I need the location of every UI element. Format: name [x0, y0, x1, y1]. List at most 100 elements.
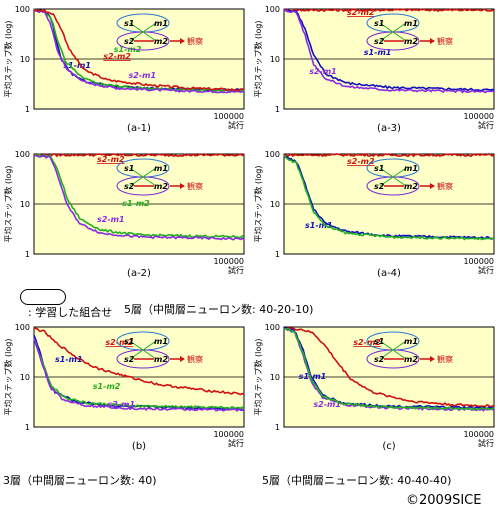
- x-axis-label: 試行: [478, 120, 494, 130]
- series-line-s2-m2: [283, 8, 495, 13]
- series-line-s1-m2: [33, 337, 245, 410]
- y-tick-label: 100: [265, 323, 280, 332]
- series-line-s2-m1: [33, 9, 245, 94]
- diagram-output-label: 観察: [437, 36, 453, 46]
- diagram-node-s1: s1: [124, 19, 134, 28]
- x-axis-label: 試行: [228, 438, 244, 448]
- y-tick-label: 1: [275, 423, 280, 432]
- series-label-s1-m1: s1-m1: [55, 355, 83, 364]
- y-tick-label: 1: [25, 105, 30, 114]
- series-label-s2-m2: s2-m2: [347, 157, 375, 166]
- y-tick-label: 10: [20, 373, 30, 382]
- y-tick-label: 100: [15, 150, 30, 159]
- learned-combination-oval: [20, 289, 66, 305]
- diagram-node-s2: s2: [374, 37, 385, 46]
- diagram-node-m1: m1: [404, 19, 418, 28]
- series-label-s2-m2: s2-m2: [347, 8, 375, 17]
- series-line-s2-m1: [283, 8, 494, 94]
- copyright: ©2009SICE: [406, 493, 482, 508]
- diagram-node-s2: s2: [124, 37, 135, 46]
- series-line-s1-m1: [283, 155, 495, 240]
- caption-five-layer-c: 5層（中間層ニューロン数: 40-40-40): [262, 474, 452, 487]
- diagram-node-m1: m1: [404, 337, 418, 346]
- y-tick-label: 100: [15, 5, 30, 14]
- diagram-node-m2: m2: [404, 37, 418, 46]
- diagram-output-label: 観察: [187, 354, 203, 364]
- diagram-node-m1: m1: [154, 164, 168, 173]
- series-label-s1-m1: s1-m1: [299, 372, 327, 381]
- diagram-output-label: 観察: [437, 354, 453, 364]
- diagram-node-s1: s1: [124, 337, 134, 346]
- x-tick-label: 100000: [463, 112, 494, 121]
- y-tick-label: 100: [265, 5, 280, 14]
- diagram-node-s2: s2: [374, 182, 385, 191]
- panel-label: (a-4): [377, 268, 401, 279]
- series-label-s2-m2: s2-m2: [97, 155, 125, 164]
- series-label-s1-m1: s1-m1: [364, 48, 392, 57]
- y-tick-label: 10: [20, 200, 30, 209]
- y-tick-label: 1: [25, 423, 30, 432]
- panel-label: (b): [132, 441, 146, 452]
- series-line-s2-m2: [283, 152, 495, 158]
- x-tick-label: 100000: [463, 257, 494, 266]
- combination-diagram: s1 m1 s2 m2 観察: [116, 331, 203, 369]
- combination-diagram: s1 m1 s2 m2 観察: [366, 331, 453, 369]
- diagram-node-m2: m2: [404, 182, 418, 191]
- y-tick-label: 10: [270, 373, 280, 382]
- series-label-s2-m2: s2-m2: [103, 52, 131, 61]
- series-line-s1-m2: [283, 154, 495, 241]
- caption-five-layer-a: 5層（中間層ニューロン数: 40-20-10): [124, 303, 314, 316]
- legend-note: : 学習した組合せ: [28, 306, 113, 319]
- series-line-s1-m1: [283, 8, 495, 92]
- diagram-node-s2: s2: [124, 182, 135, 191]
- y-tick-label: 10: [270, 200, 280, 209]
- series-label-s2-m1: s2-m1: [309, 67, 337, 76]
- diagram-node-m2: m2: [154, 37, 168, 46]
- series-line-s2-m2: [33, 8, 245, 92]
- series-line-s2-m2: [283, 326, 495, 409]
- x-axis-label: 試行: [478, 265, 494, 275]
- series-label-s1-m1: s1-m1: [63, 61, 91, 70]
- y-axis-label: 平均ステップ数 (log): [253, 21, 263, 98]
- series-label-s2-m1: s2-m1: [108, 400, 136, 409]
- panel-label: (a-2): [127, 268, 151, 279]
- y-tick-label: 100: [15, 323, 30, 332]
- diagram-node-s1: s1: [374, 19, 384, 28]
- y-tick-label: 1: [275, 105, 280, 114]
- series-label-s1-m2: s1-m2: [114, 45, 142, 54]
- diagram-node-m1: m1: [404, 164, 418, 173]
- series-line-s1-m2: [283, 327, 495, 411]
- panel-label: (a-1): [127, 123, 151, 134]
- caption-three-layer-b: 3層（中間層ニューロン数: 40): [3, 474, 157, 487]
- x-axis-label: 試行: [228, 265, 244, 275]
- y-axis-label: 平均ステップ数 (log): [3, 339, 13, 416]
- y-axis-label: 平均ステップ数 (log): [253, 166, 263, 243]
- diagram-node-m1: m1: [154, 337, 168, 346]
- y-axis-label: 平均ステップ数 (log): [253, 339, 263, 416]
- combination-diagram: s1 m1 s2 m2 観察: [366, 158, 453, 196]
- diagram-node-m2: m2: [154, 182, 168, 191]
- combination-diagram: s1 m1 s2 m2 観察: [366, 13, 453, 51]
- series-label-s2-m1: s2-m1: [313, 400, 341, 409]
- y-tick-label: 100: [265, 150, 280, 159]
- series-line-s2-m2: [33, 326, 245, 396]
- diagram-node-s1: s1: [374, 337, 384, 346]
- combination-diagram: s1 m1 s2 m2 観察: [116, 158, 203, 196]
- diagram-node-s2: s2: [124, 355, 135, 364]
- series-label-s2-m2: s2-m2: [105, 338, 133, 347]
- series-label-s1-m1: s1-m1: [305, 221, 333, 230]
- series-line-s1-m2: [33, 153, 245, 239]
- series-label-s2-m1: s2-m1: [97, 215, 125, 224]
- y-tick-label: 1: [275, 250, 280, 259]
- x-axis-label: 試行: [228, 120, 244, 130]
- series-label-s2-m1: s2-m1: [129, 71, 157, 80]
- series-line-s2-m1: [33, 337, 245, 412]
- y-axis-label: 平均ステップ数 (log): [3, 21, 13, 98]
- y-tick-label: 10: [20, 55, 30, 64]
